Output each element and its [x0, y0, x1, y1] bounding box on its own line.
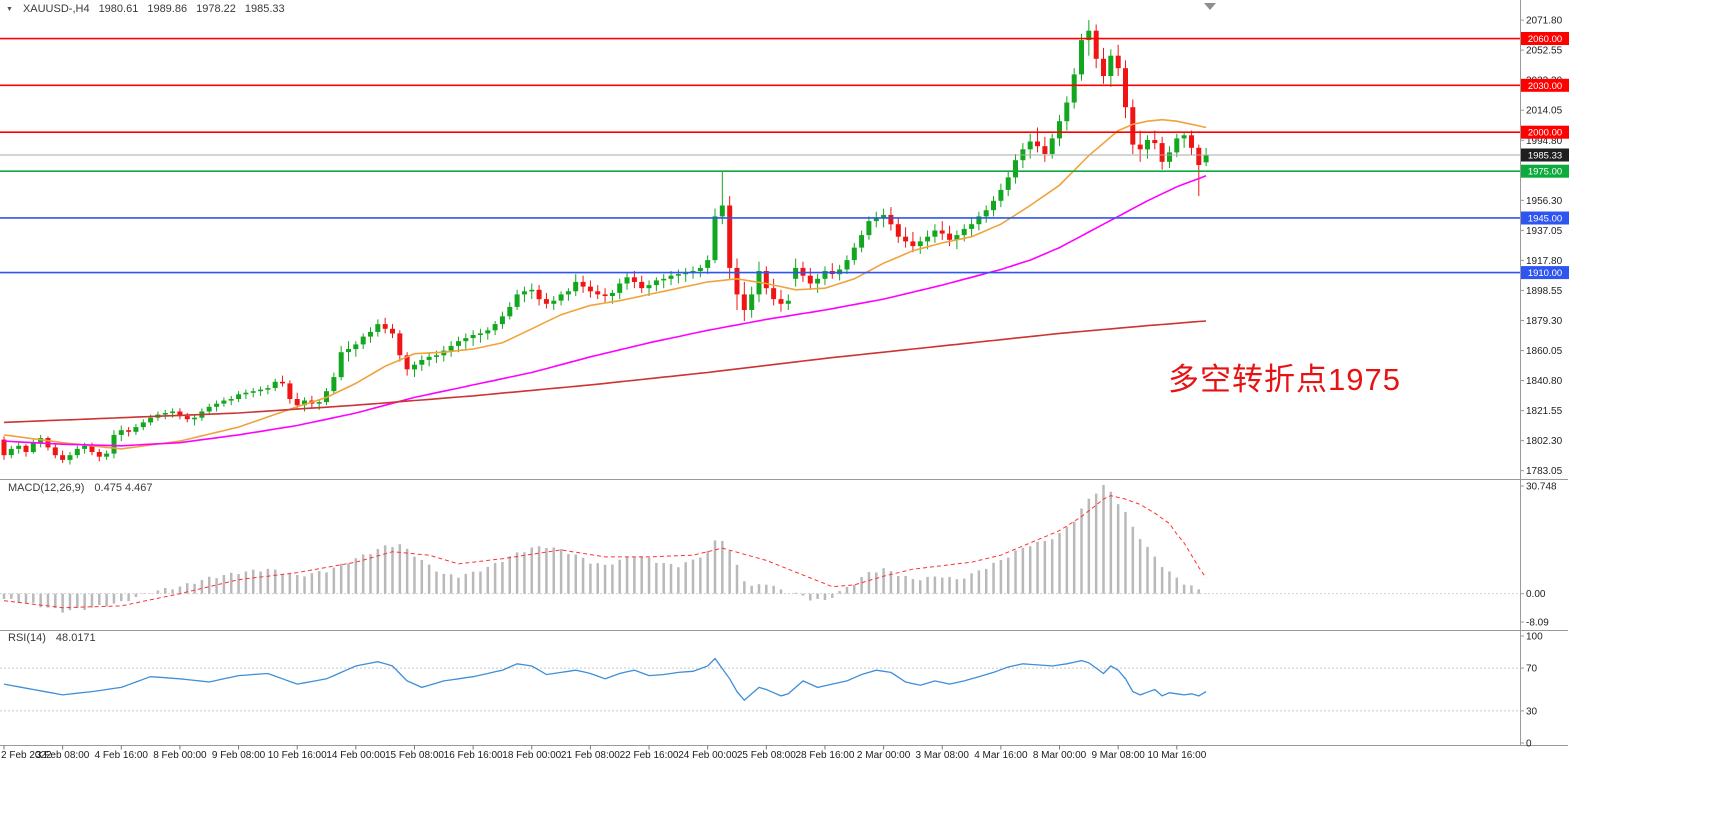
macd-panel: 30.748 0.00 -8.09 [0, 482, 1557, 629]
rsi-label: RSI(14) [8, 632, 46, 644]
svg-text:15 Feb 08:00: 15 Feb 08:00 [385, 750, 444, 761]
svg-text:16 Feb 16:00: 16 Feb 16:00 [444, 750, 503, 761]
rsi-panel: 100 70 30 0 [0, 632, 1543, 750]
ma-line-slow [3, 320, 1207, 424]
svg-text:1860.05: 1860.05 [1526, 346, 1563, 357]
bid-price-label [1521, 148, 1569, 162]
candles-layer [1, 20, 1209, 465]
svg-text:1917.80: 1917.80 [1526, 256, 1563, 267]
macd-label: MACD(12,26,9) [8, 482, 85, 494]
svg-text:70: 70 [1526, 664, 1538, 675]
svg-text:2 Feb 2022: 2 Feb 2022 [1, 750, 52, 761]
macd-header: MACD(12,26,9) 0.475 4.467 [8, 482, 153, 494]
svg-text:1994.80: 1994.80 [1526, 136, 1563, 147]
price-panel [0, 20, 1520, 465]
svg-text:25 Feb 08:00: 25 Feb 08:00 [737, 750, 796, 761]
rsi-line [3, 657, 1207, 702]
svg-text:14 Feb 00:00: 14 Feb 00:00 [326, 750, 385, 761]
svg-text:2014.05: 2014.05 [1526, 106, 1563, 117]
svg-text:1985.33: 1985.33 [1528, 151, 1562, 162]
ohlc-open-value: 1980.61 [98, 3, 139, 15]
chart-ohlc-header: ▼ XAUUSD-,H4 1980.61 1989.86 1978.22 198… [6, 3, 285, 15]
svg-text:2071.80: 2071.80 [1526, 16, 1563, 27]
svg-text:30.748: 30.748 [1526, 482, 1557, 493]
svg-text:1937.05: 1937.05 [1526, 226, 1563, 237]
svg-text:1840.80: 1840.80 [1526, 376, 1563, 387]
svg-text:2060.00: 2060.00 [1528, 34, 1562, 45]
svg-text:8 Mar 00:00: 8 Mar 00:00 [1033, 750, 1087, 761]
price-axis-level-labels: 2060.00 2030.00 2000.00 1975.00 1945.00 1910.… [1521, 32, 1569, 280]
svg-text:1956.30: 1956.30 [1526, 196, 1563, 207]
ma-line-fast [3, 118, 1207, 450]
svg-text:1821.55: 1821.55 [1526, 406, 1563, 417]
svg-text:3 Feb 08:00: 3 Feb 08:00 [36, 750, 90, 761]
ma-line-mid [3, 175, 1207, 447]
svg-text:1802.30: 1802.30 [1526, 436, 1563, 447]
svg-text:28 Feb 16:00: 28 Feb 16:00 [795, 750, 854, 761]
rsi-header: RSI(14) 48.0171 [8, 632, 96, 644]
svg-text:24 Feb 00:00: 24 Feb 00:00 [678, 750, 737, 761]
svg-text:1910.00: 1910.00 [1528, 268, 1562, 279]
svg-text:10 Feb 16:00: 10 Feb 16:00 [268, 750, 327, 761]
svg-text:4 Feb 16:00: 4 Feb 16:00 [95, 750, 149, 761]
svg-text:0.00: 0.00 [1526, 589, 1546, 600]
ohlc-close-value: 1985.33 [244, 3, 285, 15]
svg-text:1945.00: 1945.00 [1528, 213, 1562, 224]
svg-text:2030.00: 2030.00 [1528, 81, 1562, 92]
svg-text:10 Mar 16:00: 10 Mar 16:00 [1147, 750, 1206, 761]
svg-text:0: 0 [1526, 739, 1532, 750]
chart-shift-marker-icon [1204, 3, 1216, 10]
ohlc-low-value: 1978.22 [196, 3, 236, 15]
svg-text:3 Mar 08:00: 3 Mar 08:00 [916, 750, 970, 761]
svg-text:2052.55: 2052.55 [1526, 46, 1563, 57]
macd-signal-line [3, 495, 1207, 609]
rsi-value: 48.0171 [55, 632, 96, 644]
symbol-timeframe-label: XAUUSD-,H4 [22, 3, 90, 15]
svg-text:9 Feb 08:00: 9 Feb 08:00 [212, 750, 266, 761]
svg-text:30: 30 [1526, 706, 1538, 717]
ohlc-high-value: 1989.86 [147, 3, 188, 15]
svg-text:1975.00: 1975.00 [1528, 167, 1562, 178]
svg-text:1898.55: 1898.55 [1526, 286, 1563, 297]
chart-annotation-text: 多空转折点1975 [1168, 362, 1401, 397]
svg-text:18 Feb 00:00: 18 Feb 00:00 [502, 750, 561, 761]
symbol-marker-icon: ▼ [6, 5, 13, 13]
macd-values: 0.475 4.467 [94, 482, 153, 494]
macd-histogram [2, 485, 1208, 613]
svg-text:2 Mar 00:00: 2 Mar 00:00 [857, 750, 911, 761]
svg-text:4 Mar 16:00: 4 Mar 16:00 [974, 750, 1028, 761]
panel-separators [0, 0, 1568, 746]
svg-text:9 Mar 08:00: 9 Mar 08:00 [1091, 750, 1145, 761]
svg-text:8 Feb 00:00: 8 Feb 00:00 [153, 750, 207, 761]
svg-text:1783.05: 1783.05 [1526, 466, 1563, 477]
svg-text:1879.30: 1879.30 [1526, 316, 1563, 327]
price-axis[interactable]: 2071.802052.552033.302014.051994.801975.… [1520, 16, 1569, 478]
svg-text:100: 100 [1526, 632, 1543, 643]
svg-text:-8.09: -8.09 [1526, 618, 1549, 629]
svg-text:21 Feb 08:00: 21 Feb 08:00 [561, 750, 620, 761]
svg-text:22 Feb 16:00: 22 Feb 16:00 [620, 750, 679, 761]
svg-text:2000.00: 2000.00 [1528, 128, 1562, 139]
